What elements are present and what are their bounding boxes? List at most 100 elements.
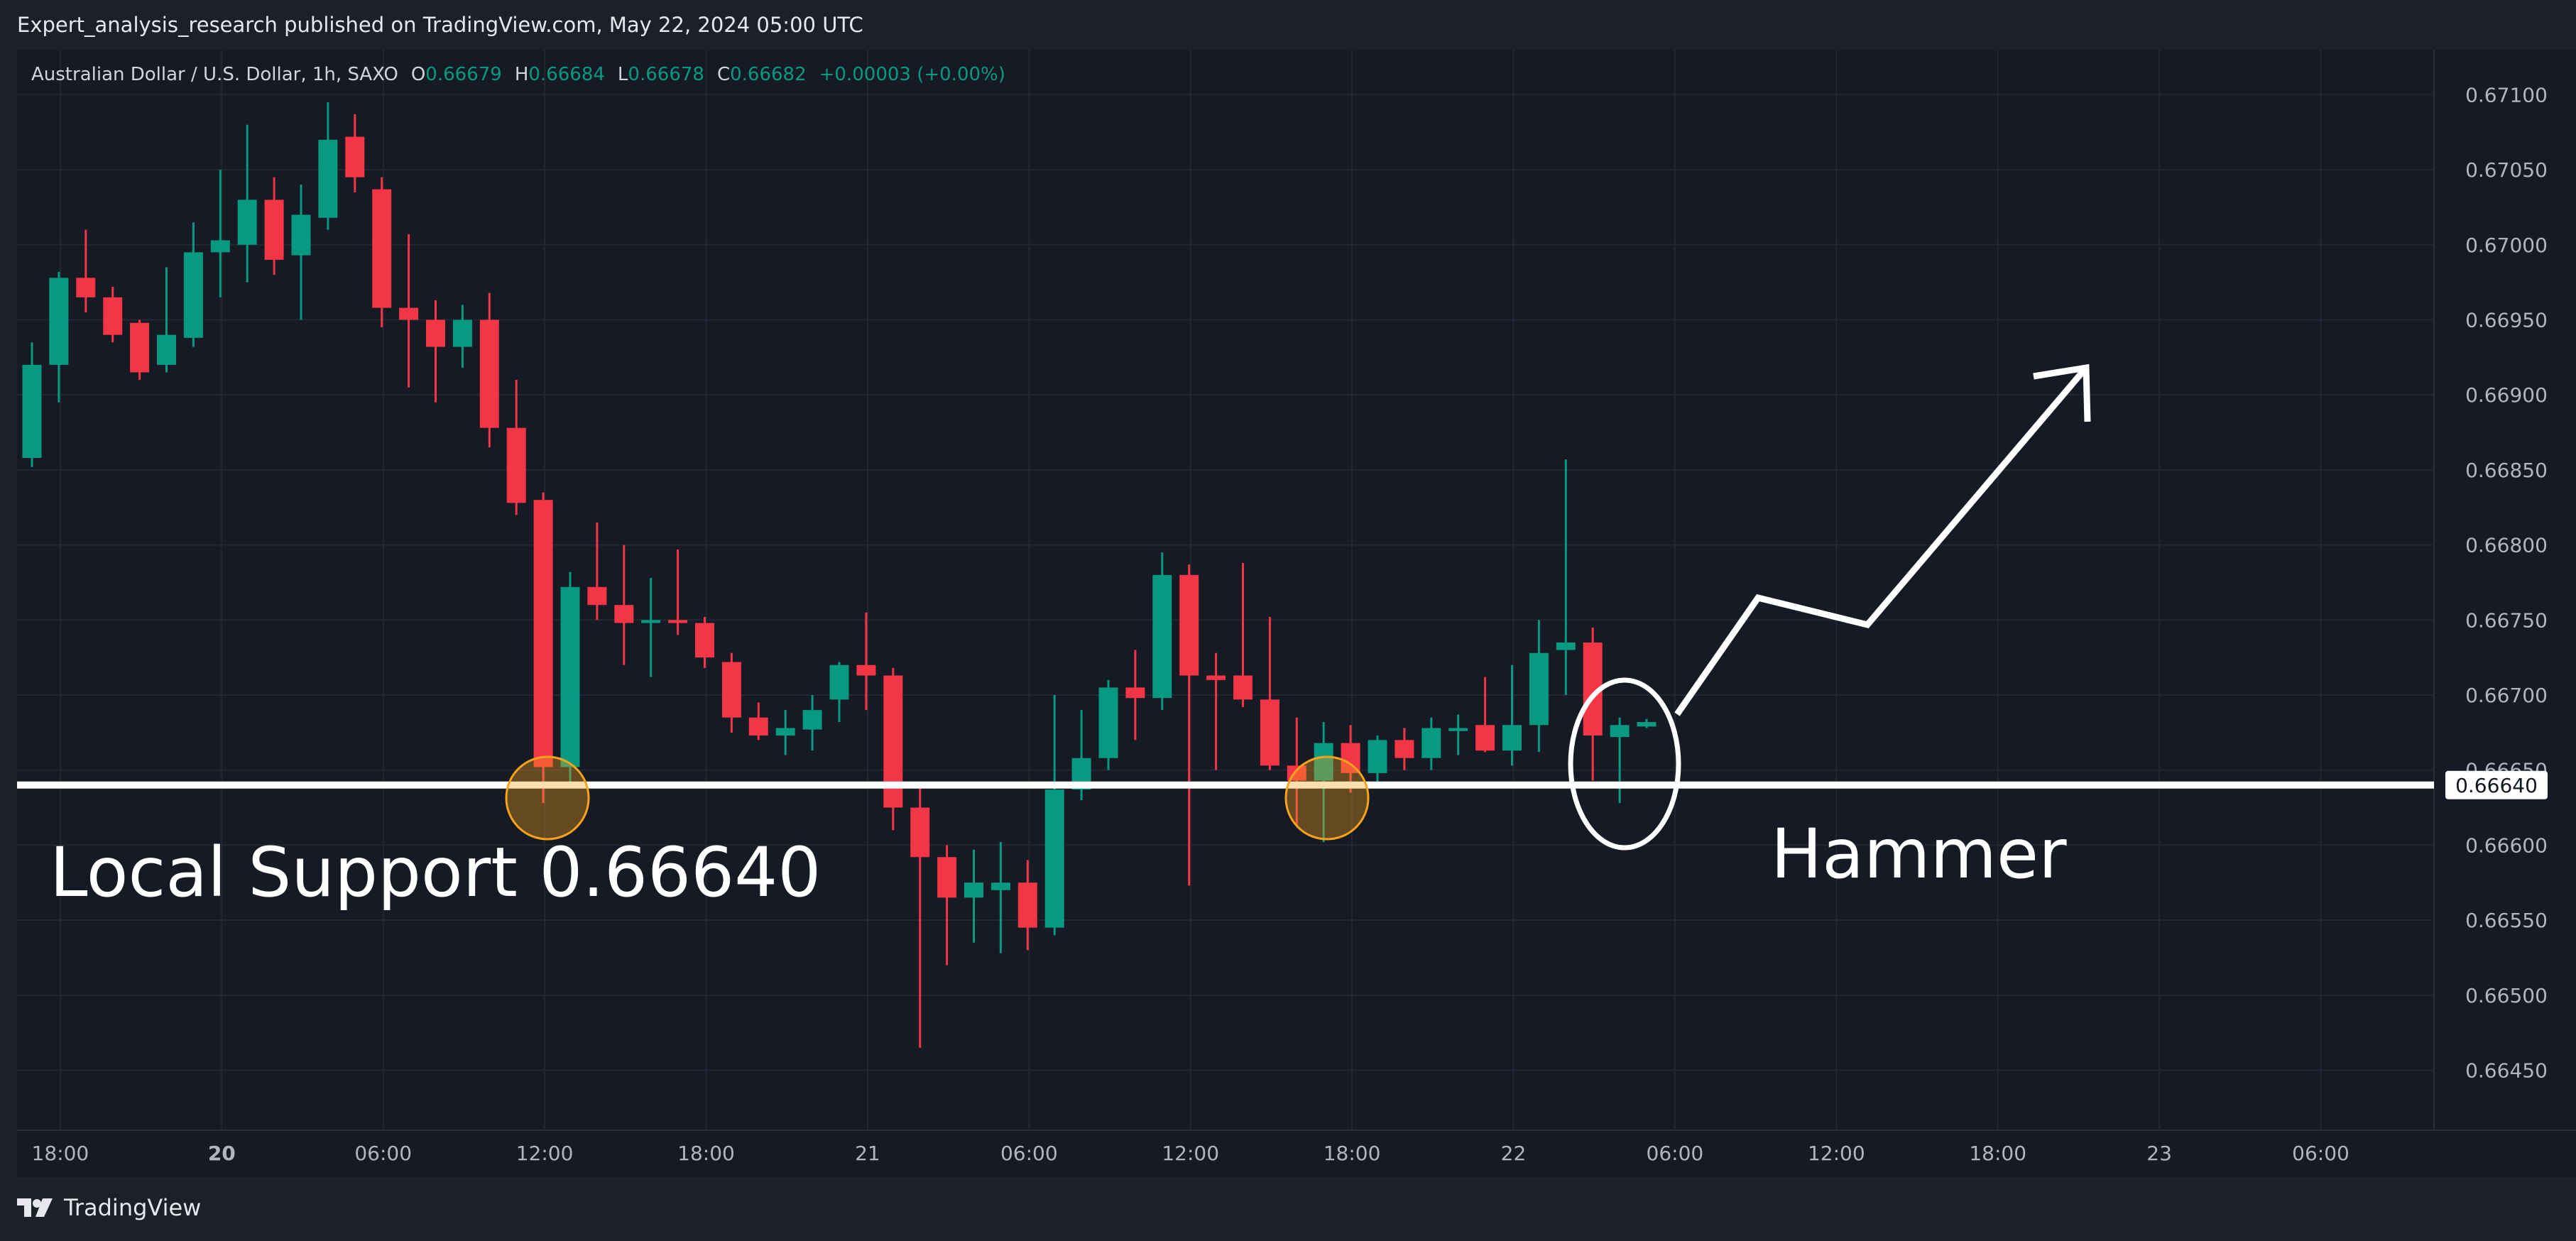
candle [990,842,1010,953]
candle [183,222,203,347]
candle [1341,725,1360,793]
candle-body [1179,574,1199,676]
candle-body [1260,699,1279,766]
candle [668,549,688,635]
candle-body [1448,728,1468,731]
x-tick-label: 22 [1501,1142,1527,1165]
candle [318,102,338,230]
candle [910,784,930,1048]
hammer-label: Hammer [1771,814,2067,894]
candle [775,710,795,755]
candle [856,612,876,711]
arrow-head-icon [2033,363,2091,422]
x-tick-label: 18:00 [32,1142,89,1165]
candle [1395,728,1414,770]
y-tick-label: 0.67050 [2465,158,2548,182]
candle-body [130,322,150,373]
x-tick-label: 06:00 [1647,1142,1704,1165]
x-tick-label: 06:00 [2292,1142,2349,1165]
candle [1502,665,1522,766]
candle-body [506,427,526,503]
candle-body [1610,725,1630,738]
legend-c-value: 0.66682 [730,64,807,85]
legend-c-label: C [717,64,730,85]
candle [829,662,849,723]
candle-body [76,278,96,297]
candle-body [1233,675,1252,700]
candle [1448,714,1468,755]
candle-body [1421,728,1441,758]
x-axis-labels: 18:00 20 06:00 12:00 18:00 21 06:00 12:00 18:00 2… [32,1142,2349,1165]
candle-body [49,278,69,365]
candle-body [1637,722,1657,727]
candle [1044,694,1064,936]
candle-body [695,623,714,658]
candle-body [157,334,176,365]
candle-body [1206,675,1226,680]
x-tick-label: 18:00 [1324,1142,1381,1165]
candle [1637,718,1657,728]
x-tick-label: 21 [855,1142,880,1165]
candle [533,492,553,804]
publish-info: Expert_analysis_research published on Tr… [17,13,863,37]
candle-body [22,364,42,458]
candle [748,702,768,740]
legend-h-label: H [515,64,529,85]
x-tick-label: 06:00 [1000,1142,1058,1165]
candle-body [1017,882,1037,928]
legend-o-label: O [411,64,425,85]
y-tick-label: 0.67100 [2465,83,2548,106]
candle [426,300,445,403]
y-tick-label: 0.66700 [2465,684,2548,707]
candle [1556,459,1576,695]
candle-body [721,662,741,718]
publish-header: Expert_analysis_research published on Tr… [0,0,2576,50]
tradingview-logo[interactable]: TradingView [16,1194,201,1221]
candle [614,545,634,665]
candle-body [1098,687,1118,758]
support-touch-highlight-1 [505,755,590,841]
candle [937,845,957,966]
candle [237,124,257,283]
candle-body [1341,743,1360,773]
candle-body [1314,743,1333,781]
candle [210,170,230,297]
candle [695,617,714,668]
candle-body [1475,725,1495,751]
candle [157,267,176,373]
candle [479,293,499,448]
candle-body [426,319,445,347]
legend-o-value: 0.66679 [425,64,502,85]
legend-symbol: Australian Dollar / U.S. Dollar, 1h, SAX… [31,64,398,85]
candle-body [103,297,123,335]
candle-body [990,882,1010,890]
candle-body [1502,725,1522,751]
tradingview-brand: TradingView [64,1194,202,1221]
candle [1368,736,1387,785]
candle-body [802,710,822,730]
y-tick-label: 0.66500 [2465,984,2548,1007]
candle [1017,860,1037,951]
y-tick-label: 0.66900 [2465,383,2548,407]
plot-background [17,50,2576,1179]
y-tick-label: 0.66800 [2465,534,2548,557]
x-tick-label: 12:00 [516,1142,574,1165]
y-tick-label: 0.66750 [2465,608,2548,632]
candle [1260,617,1279,770]
footer: TradingView [0,1177,2576,1241]
candle [802,694,822,751]
price-tag-label: 0.66640 [2455,774,2538,797]
candle [452,305,472,368]
candle-body [614,605,634,623]
legend-line: Australian Dollar / U.S. Dollar, 1h, SAX… [31,64,1005,85]
y-tick-label: 0.66550 [2465,909,2548,932]
candle-body [1556,642,1576,650]
candle-body [345,136,365,177]
candle-body [910,807,930,858]
legend-l-label: L [618,64,628,85]
candle [49,271,69,403]
candle-body [1044,789,1064,928]
price-tag: 0.66640 [2445,770,2548,799]
tradingview-logo-icon [17,1198,53,1217]
